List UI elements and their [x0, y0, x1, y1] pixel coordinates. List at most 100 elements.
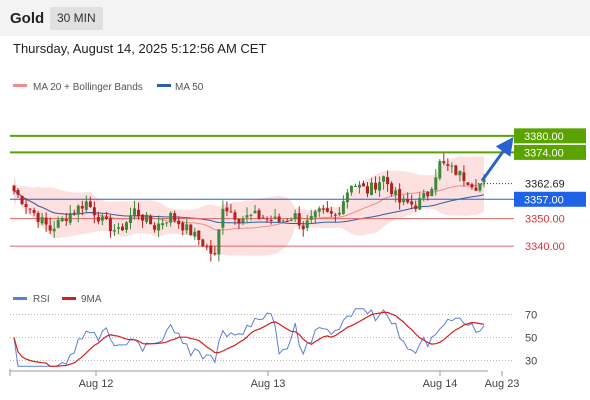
candle-body: [100, 216, 104, 221]
candle-body: [474, 187, 478, 191]
candle-body: [88, 201, 92, 207]
legend-swatch-9ma: [62, 297, 76, 300]
candle-body: [157, 223, 161, 231]
candle-body: [64, 219, 68, 222]
candle-body: [205, 246, 209, 248]
candle-body: [48, 225, 52, 231]
price-level-label: 3380.00: [524, 131, 564, 143]
price-level-label: 3350.00: [525, 214, 565, 226]
candle-body: [301, 225, 305, 230]
candle-body: [24, 204, 28, 208]
candle-body: [245, 215, 249, 218]
candle-body: [145, 214, 149, 222]
candle-body: [32, 210, 36, 213]
candle-body: [261, 217, 265, 219]
candle-body: [422, 193, 426, 199]
candle-body: [478, 183, 482, 191]
candle-body: [92, 207, 96, 216]
price-level-badge: [514, 128, 586, 144]
candle-body: [201, 239, 205, 247]
candle-body: [257, 210, 261, 219]
timeframe-button[interactable]: 30 MIN: [50, 7, 103, 30]
legend-swatch-rsi: [13, 297, 27, 300]
candle-body: [390, 183, 394, 195]
candle-body: [120, 226, 124, 231]
candle-body: [398, 189, 402, 203]
candle-body: [289, 220, 293, 222]
rsi-tick-label: 70: [525, 310, 537, 322]
candle-body: [402, 198, 406, 203]
candle-body: [269, 220, 273, 222]
candle-body: [285, 220, 289, 222]
timestamp: Thursday, August 14, 2025 5:12:56 AM CET: [13, 41, 267, 56]
candle-body: [161, 223, 165, 226]
candle-body: [454, 165, 458, 175]
candle-body: [253, 210, 257, 214]
candle-body: [329, 211, 333, 214]
candle-body: [181, 222, 185, 231]
candle-body: [378, 182, 382, 191]
candle-body: [386, 177, 390, 185]
candle-body: [149, 216, 153, 225]
candle-body: [185, 224, 189, 231]
candle-body: [237, 218, 241, 224]
candle-body: [229, 211, 233, 213]
candle-body: [189, 224, 193, 236]
forecast-arrow: [480, 136, 514, 182]
candle-body: [414, 205, 418, 209]
candle-body: [233, 212, 237, 220]
price-level-badge: [514, 144, 586, 160]
candle-body: [382, 176, 386, 182]
candle-body: [104, 216, 108, 219]
candle-body: [165, 222, 169, 224]
candle-body: [394, 190, 398, 195]
legend-9ma-label: 9MA: [81, 294, 102, 305]
candle-body: [410, 201, 414, 205]
candle-body: [177, 220, 181, 225]
rsi-reference-lines: 70 50 30: [10, 310, 537, 368]
candle-body: [293, 213, 297, 220]
legend-ma50-label: MA 50: [175, 82, 204, 93]
candle-body: [337, 212, 341, 215]
candle-body: [370, 182, 374, 196]
candle-body: [221, 208, 225, 228]
candle-body: [273, 216, 277, 219]
candle-body: [124, 222, 128, 230]
candle-body: [353, 185, 357, 187]
candle-body: [108, 218, 112, 232]
candle-body: [317, 208, 321, 212]
candle-body: [112, 230, 116, 232]
candle-body: [12, 185, 16, 192]
candle-body: [333, 214, 337, 216]
candle-body: [217, 229, 221, 255]
x-tick-label: Aug 14: [423, 378, 458, 390]
candle-body: [361, 183, 365, 187]
candle-body: [241, 218, 245, 223]
candle-body: [349, 185, 353, 193]
candle-body: [450, 165, 454, 167]
candle-body: [265, 218, 269, 220]
price-level-label: 3340.00: [525, 241, 565, 253]
candle-body: [281, 220, 285, 222]
x-tick-label: Aug 23: [485, 378, 520, 390]
rsi-tick-label: 30: [525, 356, 537, 368]
candle-body: [28, 208, 32, 210]
candle-body: [169, 212, 173, 223]
candle-body: [197, 230, 201, 241]
candle-body: [406, 198, 410, 203]
rsi-9ma-line: [13, 311, 485, 367]
candle-body: [141, 214, 145, 221]
candle-body: [36, 213, 40, 222]
candle-body: [446, 164, 450, 166]
candle-body: [374, 182, 378, 190]
candle-body: [341, 201, 345, 214]
candle-body: [56, 219, 60, 228]
bollinger-band: [14, 156, 484, 256]
candle-body: [16, 189, 20, 195]
candle-body: [430, 188, 434, 197]
candle-body: [133, 208, 137, 216]
candle-body: [72, 212, 76, 214]
candle-body: [225, 207, 229, 212]
candle-body: [173, 213, 177, 221]
candle-body: [434, 177, 438, 191]
